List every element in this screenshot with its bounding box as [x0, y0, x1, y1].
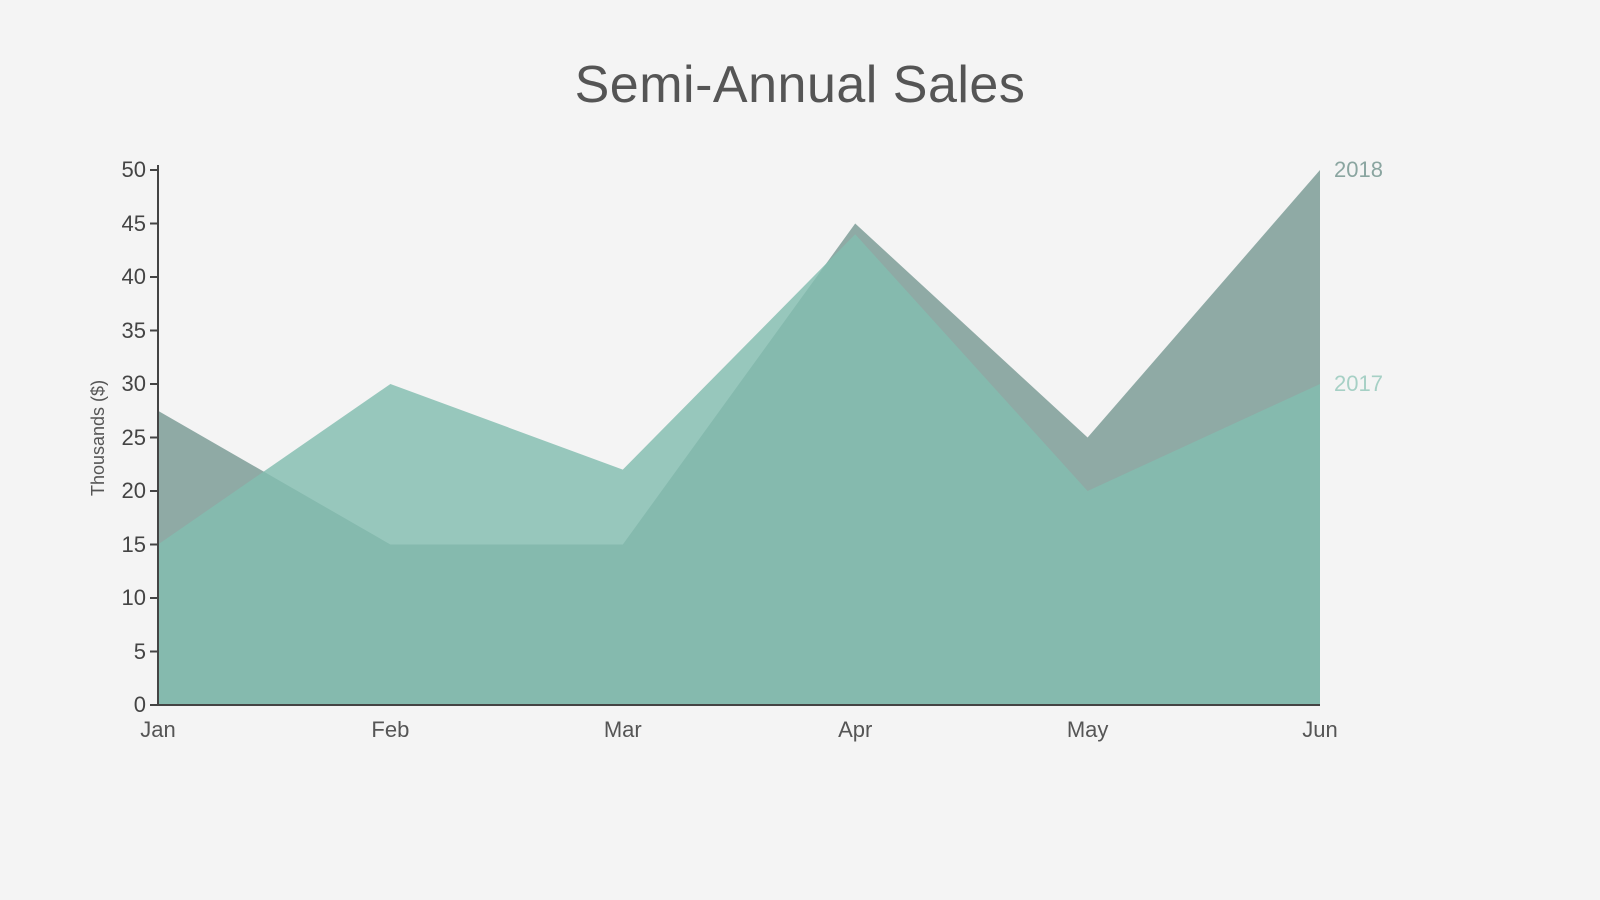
y-tick-label: 25 [106, 425, 146, 451]
y-tick-label: 40 [106, 264, 146, 290]
x-tick-label: Jan [128, 717, 188, 743]
y-tick-label: 30 [106, 371, 146, 397]
y-tick-label: 35 [106, 318, 146, 344]
series-label-2018: 2018 [1334, 157, 1383, 183]
y-tick-label: 15 [106, 532, 146, 558]
y-tick-label: 5 [106, 639, 146, 665]
y-tick-label: 10 [106, 585, 146, 611]
x-tick-label: Mar [593, 717, 653, 743]
x-tick-label: May [1058, 717, 1118, 743]
area-series-2017 [158, 234, 1320, 705]
x-tick-label: Apr [825, 717, 885, 743]
x-tick-label: Feb [360, 717, 420, 743]
y-tick-label: 45 [106, 211, 146, 237]
y-tick-label: 20 [106, 478, 146, 504]
y-tick-label: 50 [106, 157, 146, 183]
area-chart: Semi-Annual Sales Thousands ($) 05101520… [0, 0, 1600, 900]
chart-plot [0, 0, 1600, 900]
y-tick-label: 0 [106, 692, 146, 718]
x-tick-label: Jun [1290, 717, 1350, 743]
series-label-2017: 2017 [1334, 371, 1383, 397]
